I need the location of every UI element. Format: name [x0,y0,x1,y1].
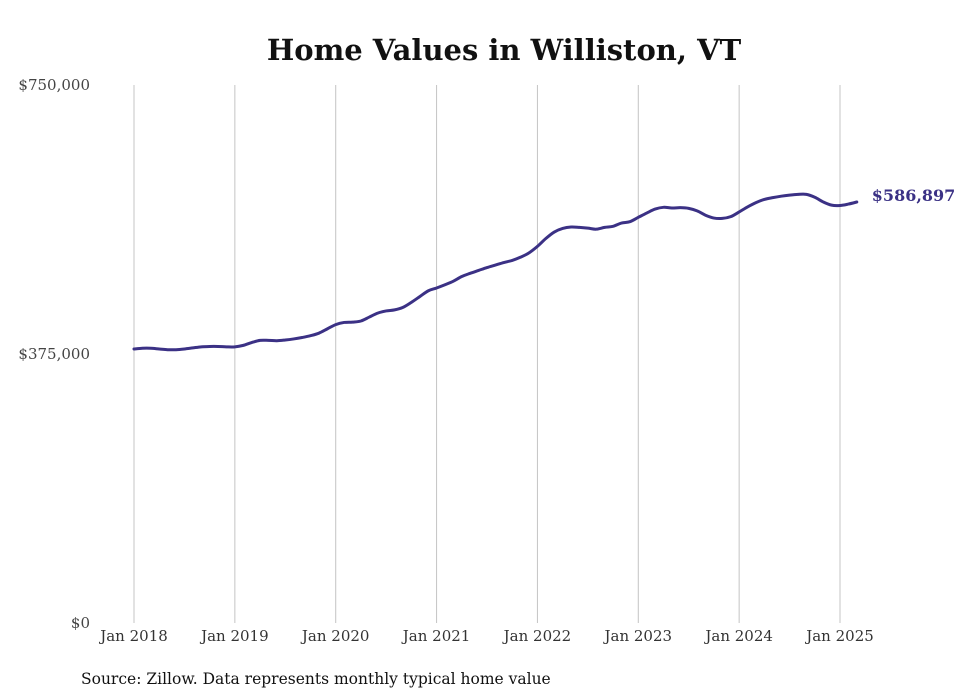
x-tick-label: Jan 2018 [98,627,168,645]
y-axis-ticks: $0 $375,000 $750,000 [18,76,90,632]
x-tick-label: Jan 2024 [703,627,773,645]
chart-title: Home Values in Williston, VT [267,33,742,67]
source-note: Source: Zillow. Data represents monthly … [81,670,551,688]
y-tick-label: $375,000 [18,345,90,363]
gridlines [133,85,841,623]
x-tick-label: Jan 2021 [401,627,471,645]
x-tick-label: Jan 2025 [804,627,874,645]
x-tick-label: Jan 2019 [199,627,269,645]
y-tick-label: $0 [71,614,90,632]
x-tick-label: Jan 2020 [300,627,370,645]
series-layer: $586,897 [132,186,956,352]
series-line [132,192,859,352]
y-tick-label: $750,000 [18,76,90,94]
x-axis-ticks: Jan 2018 Jan 2019 Jan 2020 Jan 2021 Jan 2022… [98,627,874,645]
end-value-label: $586,897 [872,186,956,205]
x-tick-label: Jan 2022 [502,627,572,645]
x-tick-label: Jan 2023 [603,627,673,645]
